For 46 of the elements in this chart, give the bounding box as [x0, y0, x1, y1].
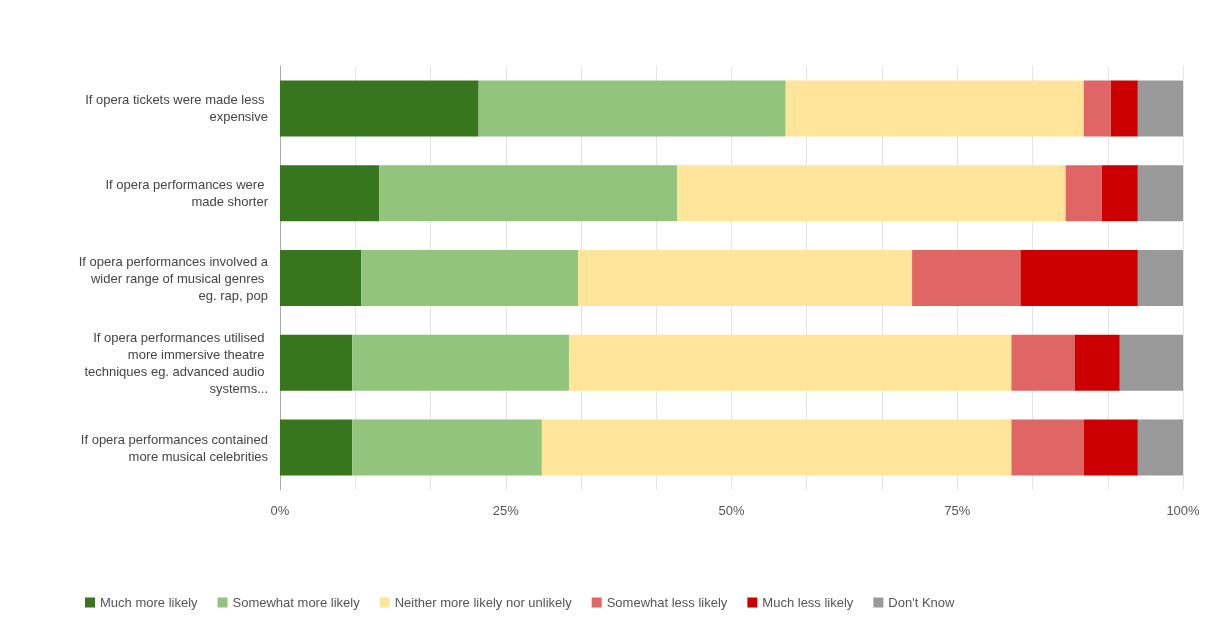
bar	[280, 334, 353, 391]
legend-label: Much less likely	[762, 595, 854, 610]
legend-label: Neither more likely nor unlikely	[394, 595, 573, 610]
bar	[1074, 334, 1120, 391]
bar	[280, 250, 362, 306]
bar	[1101, 165, 1138, 222]
y-tick-label: If opera performances involved a wider range of musical genres eg. rap, pop	[78, 253, 269, 303]
bar	[785, 80, 1084, 137]
y-tick-label: If opera performances contained more musical celebrities	[80, 431, 269, 464]
x-tick-label: 50%	[718, 503, 745, 518]
bar	[1011, 334, 1075, 391]
bar	[541, 419, 1012, 476]
legend-label: Don't Know	[888, 595, 956, 610]
bar	[379, 165, 678, 222]
bar	[352, 419, 542, 476]
x-tick-label: 75%	[944, 503, 971, 518]
bar	[478, 80, 786, 137]
bar	[1011, 419, 1084, 476]
bar	[352, 334, 569, 391]
x-tick-label: 0%	[270, 503, 290, 518]
bar	[1020, 250, 1138, 306]
bar	[361, 250, 578, 306]
bar	[1137, 165, 1183, 222]
legend-label: Somewhat less likely	[606, 595, 728, 610]
bar	[912, 250, 1021, 306]
legend-label: Much more likely	[100, 595, 199, 610]
y-tick-label: If opera tickets were made less expensive	[85, 92, 268, 125]
bar	[1137, 250, 1183, 306]
y-tick-label: If opera performances utilised more immersive theatre techniques eg. advanced audio systems...	[84, 329, 268, 396]
bar	[677, 165, 1066, 222]
bar	[280, 419, 353, 476]
x-tick-label: 100%	[1166, 503, 1201, 518]
bar	[1119, 334, 1183, 391]
bar	[1083, 419, 1138, 476]
legend-label: Somewhat more likely	[232, 595, 361, 610]
y-tick-label: If opera performances were made shorter	[105, 177, 269, 210]
bar	[1110, 80, 1138, 137]
bar	[1137, 80, 1183, 137]
bar	[1137, 419, 1183, 476]
bar	[577, 250, 913, 306]
bar	[280, 80, 479, 137]
bar	[280, 165, 380, 222]
bar	[568, 334, 1012, 391]
bar	[1083, 80, 1111, 137]
bar	[1065, 165, 1102, 222]
x-tick-label: 25%	[492, 503, 520, 518]
